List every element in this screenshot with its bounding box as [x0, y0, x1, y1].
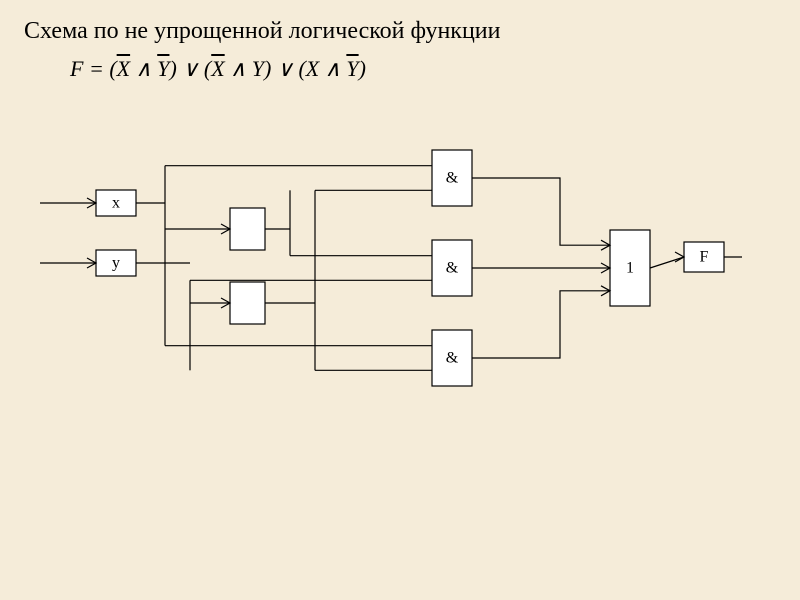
formula-g2-xbar: X — [211, 56, 224, 81]
formula-or1: ∨ — [177, 56, 204, 81]
formula-g3-open: ( — [298, 56, 305, 81]
output-f-box-label: F — [700, 249, 709, 266]
wire-or-to-f — [650, 257, 684, 268]
formula-g2-y: Y — [252, 56, 264, 81]
formula-g1-open: ( — [109, 56, 116, 81]
input-y-box-label: y — [112, 255, 120, 272]
and-gate-1-label: & — [446, 170, 459, 187]
formula-g1-xbar: X — [117, 56, 130, 81]
not-x-gate — [230, 208, 265, 250]
formula-eq: = — [83, 56, 109, 81]
not-y-gate — [230, 282, 265, 324]
formula-g3-close: ) — [359, 56, 366, 81]
formula-g1-ybar: Y — [157, 56, 169, 81]
wire-and1-to-or — [472, 178, 610, 245]
formula-g2-and: ∧ — [225, 56, 252, 81]
formula-g1-and: ∧ — [130, 56, 157, 81]
formula-g1-close: ) — [169, 56, 176, 81]
and-gate-3-label: & — [446, 350, 459, 367]
page-title: Схема по не упрощенной логической функци… — [24, 18, 501, 45]
input-x-box-label: x — [112, 195, 120, 212]
formula-or2: ∨ — [271, 56, 298, 81]
formula-g3-x: X — [306, 56, 319, 81]
logic-diagram: x y & & & 1 F — [0, 120, 800, 500]
formula-g3-ybar: Y — [346, 56, 358, 81]
or-gate-label: 1 — [626, 260, 634, 277]
wire-and3-to-or — [472, 291, 610, 358]
formula-g3-and: ∧ — [319, 56, 346, 81]
formula: F = (X ∧ Y) ∨ (X ∧ Y) ∨ (X ∧ Y) — [70, 56, 366, 82]
and-gate-2-label: & — [446, 260, 459, 277]
formula-lhs: F — [70, 56, 83, 81]
